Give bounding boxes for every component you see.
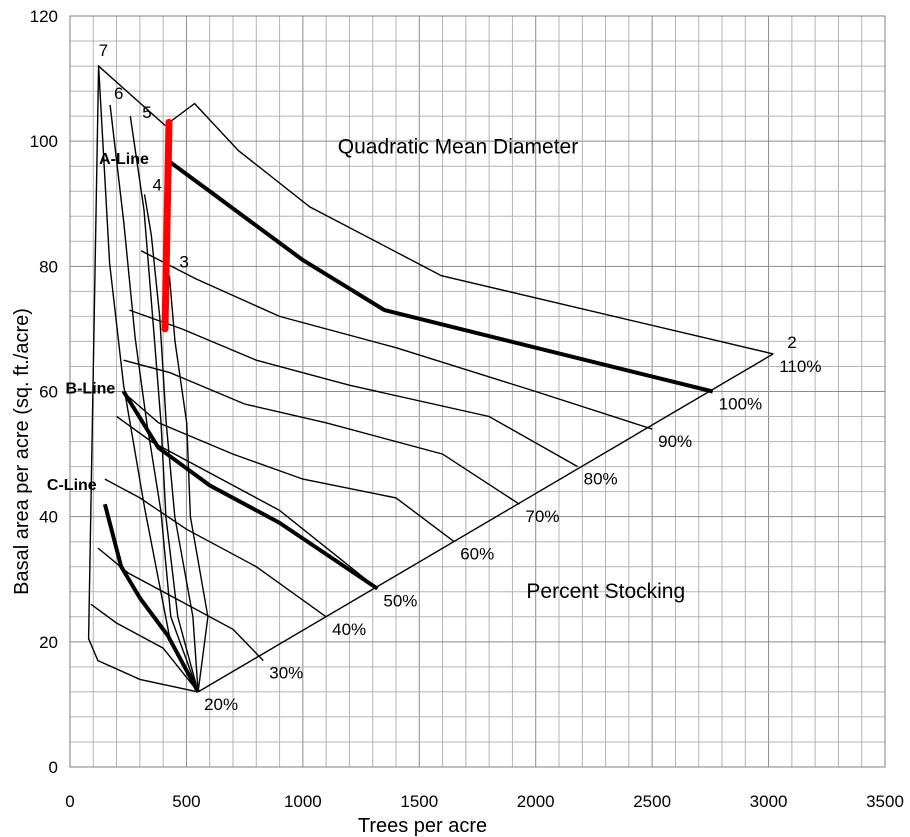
x-tick-label: 1000	[284, 792, 322, 811]
qmd-label-6: 6	[114, 84, 123, 103]
x-tick-label: 500	[172, 792, 200, 811]
x-axis-title: Trees per acre	[358, 815, 487, 837]
x-tick-label: 1500	[400, 792, 438, 811]
y-tick-label: 0	[49, 758, 58, 777]
x-tick-label: 3000	[750, 792, 788, 811]
stocking-label-60: 60%	[460, 545, 494, 564]
stocking-annotation: Percent Stocking	[526, 580, 685, 603]
y-tick-label: 100	[30, 132, 58, 151]
stocking-label-50: 50%	[383, 592, 417, 611]
x-tick-label: 3500	[866, 792, 904, 811]
y-tick-label: 40	[39, 508, 58, 527]
y-tick-label: 60	[39, 383, 58, 402]
x-tick-label: 2000	[517, 792, 555, 811]
y-tick-label: 20	[39, 633, 58, 652]
stocking-label-20: 20%	[204, 695, 238, 714]
y-axis-title: Basal area per acre (sq. ft./acre)	[11, 308, 33, 595]
reference-label-b-line: B-Line	[66, 381, 116, 398]
stocking-label-90: 90%	[658, 432, 692, 451]
stocking-line-90	[141, 251, 652, 429]
qmd-line-2	[198, 354, 773, 692]
qmd-label-4: 4	[153, 175, 162, 194]
stocking-label-40: 40%	[332, 620, 366, 639]
chart-grid	[70, 16, 885, 767]
qmd-label-7: 7	[99, 41, 108, 60]
stocking-label-80: 80%	[584, 470, 618, 489]
stocking-label-70: 70%	[525, 507, 559, 526]
x-tick-label: 0	[65, 792, 74, 811]
reference-label-a-line: A-Line	[99, 151, 149, 168]
qmd-label-5: 5	[142, 103, 151, 122]
axis-ticks: 0 500 1000 1500 2000 2500 3000 3500 0 20 40 60 80 100…	[30, 7, 904, 811]
qmd-annotation: Quadratic Mean Diameter	[338, 136, 578, 159]
x-tick-label: 2500	[633, 792, 671, 811]
reference-line-c-line	[105, 504, 198, 692]
y-tick-label: 80	[39, 257, 58, 276]
y-tick-label: 120	[30, 7, 58, 26]
stocking-label-30: 30%	[269, 664, 303, 683]
stocking-label-100: 100%	[719, 395, 762, 414]
stocking-label-110: 110%	[779, 357, 821, 376]
reference-label-c-line: C-Line	[47, 477, 97, 494]
qmd-label-3: 3	[179, 253, 188, 272]
highlight-line	[165, 122, 169, 329]
qmd-label-2: 2	[787, 333, 796, 352]
stocking-line-80	[129, 310, 577, 467]
